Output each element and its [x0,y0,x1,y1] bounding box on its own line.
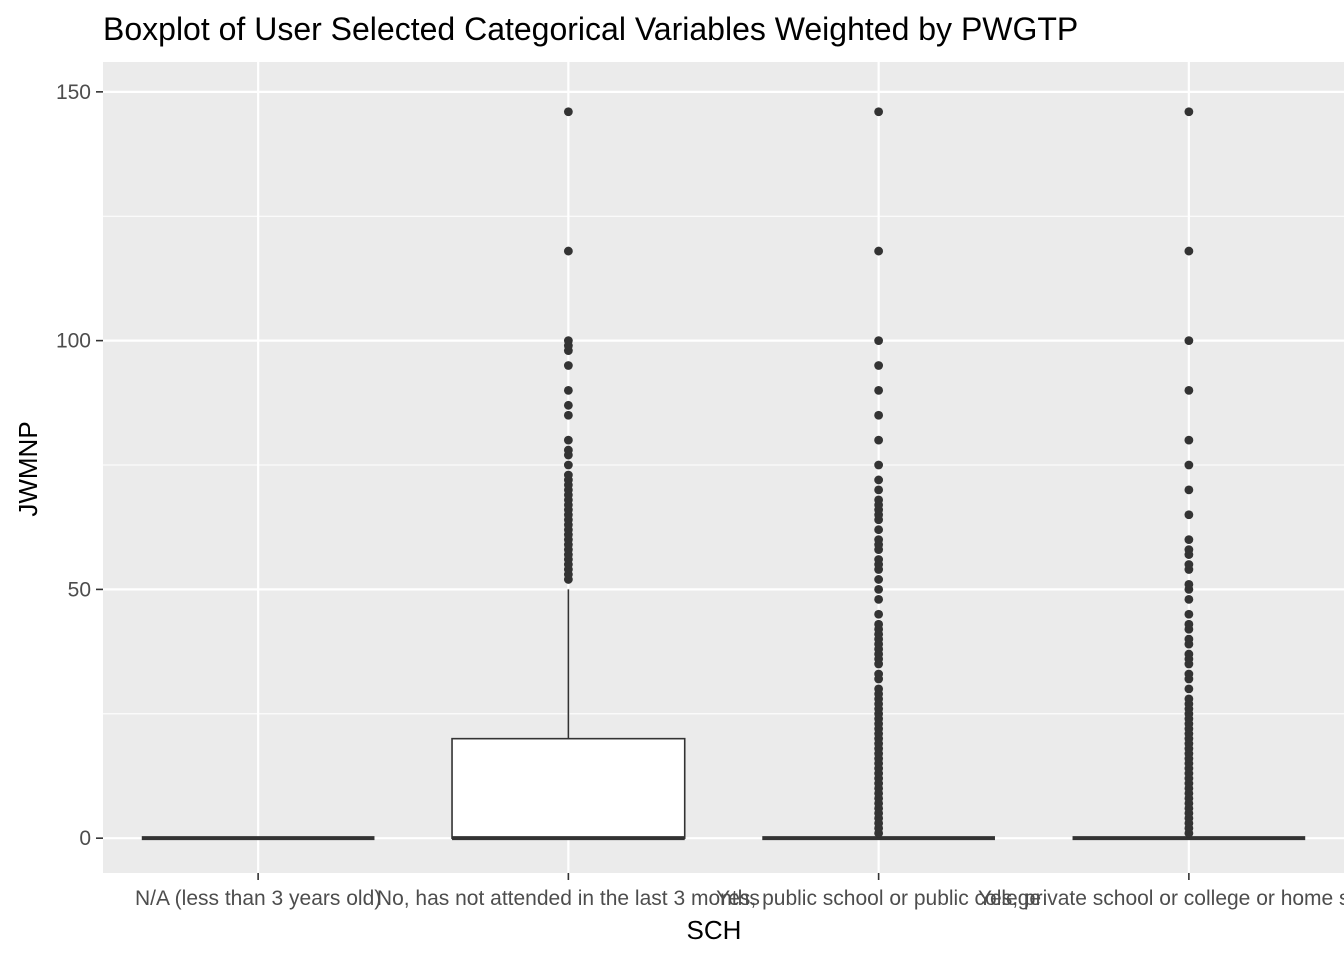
outlier-point [1184,580,1194,589]
outlier-point [1184,510,1194,520]
y-axis: 0 50 100 150 [56,81,103,850]
minor-gridlines [103,215,1344,715]
box-group [451,107,686,841]
outlier-point [874,385,884,395]
y-tick-label: 50 [68,578,91,601]
y-tick-label: 100 [56,330,91,353]
box-group [1072,107,1306,841]
outlier-point [1184,649,1194,659]
outlier-point [563,246,573,256]
box-group [762,107,995,841]
boxes-layer [141,107,1306,841]
outlier-point [874,336,884,346]
outlier-point [563,107,573,117]
y-axis-title: JWMNP [13,421,43,516]
outlier-point [874,107,884,117]
outlier-point [874,619,884,629]
x-axis: N/A (less than 3 years old)No, has not a… [135,873,1344,910]
outlier-point [563,400,573,410]
outlier-point [874,535,884,545]
outlier-point [874,475,884,485]
outlier-point [874,495,884,505]
outlier-point [1184,435,1194,445]
x-axis-title: SCH [687,915,742,945]
outlier-point [1184,694,1194,704]
outlier-point [874,669,884,679]
outlier-point [563,460,573,470]
chart-title: Boxplot of User Selected Categorical Var… [103,11,1078,47]
outlier-point [1184,560,1194,569]
outlier-point [874,609,884,619]
outlier-point [1184,385,1194,395]
y-tick-label: 0 [79,827,91,850]
plot-panel [103,62,1344,873]
outlier-point [563,410,573,420]
outlier-point [874,410,884,420]
x-tick-label: N/A (less than 3 years old) [135,887,381,910]
outlier-point [874,246,884,256]
outlier-point [1184,609,1194,619]
outlier-point [1184,594,1194,604]
outlier-point [1184,246,1194,256]
outlier-point [563,385,573,395]
x-tick-label: No, has not attended in the last 3 month… [377,887,760,910]
outlier-point [874,575,884,584]
outlier-point [874,684,884,694]
outlier-point [874,460,884,470]
outlier-point [874,555,884,564]
outlier-point [1184,485,1194,495]
x-tick-label: Yes, private school or college or home s… [978,887,1344,910]
y-tick-label: 150 [56,81,91,104]
outlier-point [874,435,884,445]
outlier-point [1184,619,1194,629]
box-iqr [451,737,686,839]
outlier-point [874,361,884,370]
outlier-point [563,361,573,370]
outlier-point [874,594,884,604]
outlier-point [1184,545,1194,554]
outlier-point [874,525,884,535]
outlier-point [1184,535,1194,545]
outlier-point [563,336,573,346]
outlier-point [563,435,573,445]
outlier-point [1184,669,1194,679]
outlier-point [563,445,573,455]
outlier-point [874,485,884,495]
x-tick-label: Yes, public school or public college [716,887,1041,910]
outlier-point [1184,107,1194,117]
outlier-point [1184,460,1194,470]
outlier-point [1184,684,1194,694]
outlier-point [563,470,573,480]
outlier-point [1184,336,1194,346]
outlier-point [1184,634,1194,644]
outlier-point [874,584,884,594]
